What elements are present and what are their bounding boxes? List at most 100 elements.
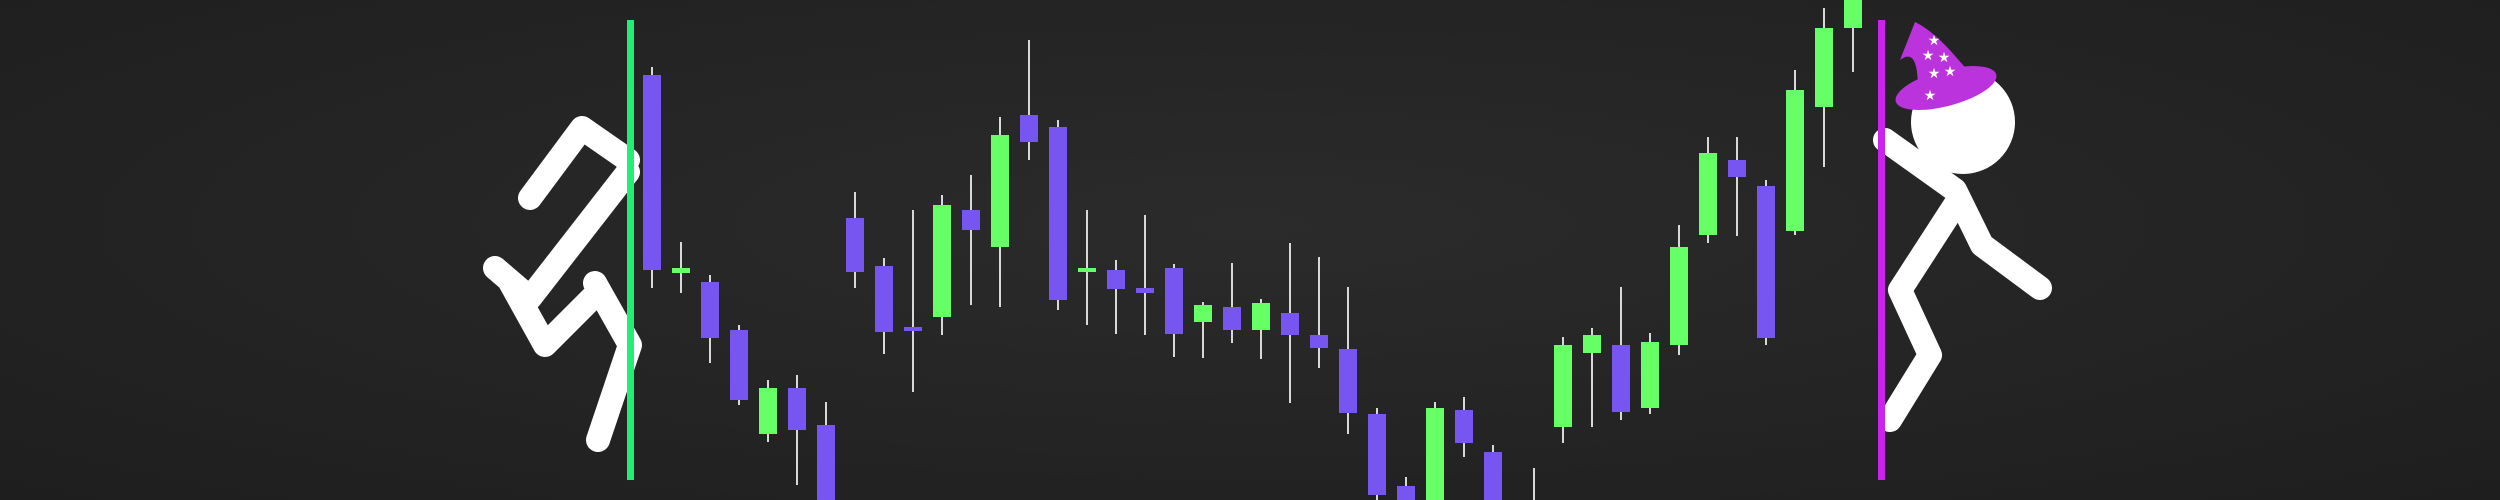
candle xyxy=(817,402,835,500)
candle xyxy=(904,210,922,392)
candle-body-down xyxy=(1757,186,1775,338)
candle xyxy=(759,380,777,442)
candle-body-up xyxy=(1078,268,1096,272)
candle xyxy=(1844,0,1862,72)
candle xyxy=(1281,243,1299,403)
candle xyxy=(1612,287,1630,420)
candle xyxy=(1583,328,1601,427)
candle-body-up xyxy=(1844,0,1862,28)
candle xyxy=(1699,137,1717,243)
candle xyxy=(933,195,951,335)
candle xyxy=(1554,337,1572,443)
right-figure: ★ ★ ★ ★ ★ ★ xyxy=(1873,22,2052,432)
candle xyxy=(672,242,690,293)
candle-body-up xyxy=(1699,153,1717,235)
candle-body-up xyxy=(991,135,1009,247)
right-figure-arm xyxy=(1878,193,1967,432)
candle xyxy=(643,67,661,288)
candle xyxy=(875,258,893,354)
candle-body-up xyxy=(1641,342,1659,408)
candle-body-up xyxy=(933,205,951,317)
candle-body-down xyxy=(1049,127,1067,300)
candle-body-down xyxy=(846,218,864,272)
candle xyxy=(1815,8,1833,167)
candle-body-down xyxy=(1484,452,1502,500)
candle-body-up xyxy=(1194,305,1212,322)
candle-body-up xyxy=(672,268,690,273)
candle-body-up xyxy=(1670,247,1688,345)
candle xyxy=(1339,287,1357,434)
candle xyxy=(1368,408,1386,500)
candle-body-up xyxy=(1554,345,1572,427)
candle-body-up xyxy=(1583,335,1601,353)
candle-body-down xyxy=(1455,410,1473,443)
candle-body-up xyxy=(1786,90,1804,231)
candle-body-down xyxy=(1136,288,1154,293)
candle xyxy=(1049,120,1067,310)
candle xyxy=(788,375,806,485)
candle-body-down xyxy=(701,282,719,338)
hat-star: ★ xyxy=(1922,48,1935,64)
candle xyxy=(1728,137,1746,236)
candle-body-down xyxy=(904,327,922,331)
left-figure xyxy=(483,116,642,452)
candle-body-down xyxy=(643,75,661,270)
candle xyxy=(1786,70,1804,235)
candle xyxy=(1020,40,1038,160)
candle xyxy=(701,275,719,363)
candle xyxy=(1165,264,1183,357)
left-figure-arm-upper xyxy=(518,116,640,210)
candle xyxy=(730,325,748,405)
candle xyxy=(1533,468,1535,500)
candles-group xyxy=(643,0,1862,500)
candle-body-down xyxy=(875,266,893,332)
hat-star: ★ xyxy=(1924,88,1937,104)
candle xyxy=(1426,402,1444,500)
hat-star: ★ xyxy=(1928,66,1941,82)
candle xyxy=(1670,225,1688,355)
candle xyxy=(1078,210,1096,325)
candle xyxy=(1455,397,1473,457)
candle-body-down xyxy=(1281,313,1299,335)
candle-body-down xyxy=(1728,160,1746,177)
hat-star: ★ xyxy=(1928,33,1941,49)
candle-body-up xyxy=(1252,303,1270,330)
candle-body-up xyxy=(759,388,777,434)
candle xyxy=(991,117,1009,307)
candle xyxy=(1641,333,1659,414)
candle-body-down xyxy=(1310,335,1328,348)
candle-body-down xyxy=(730,330,748,400)
candle xyxy=(1252,299,1270,359)
candle-body-down xyxy=(788,388,806,430)
candle-body-up xyxy=(1426,408,1444,500)
candle-body-down xyxy=(1223,307,1241,330)
candle xyxy=(1397,477,1415,500)
wizard-hat-icon: ★ ★ ★ ★ ★ ★ xyxy=(1895,22,1997,110)
candle-body-up xyxy=(1815,28,1833,107)
candle xyxy=(1757,180,1775,345)
left-figure-leg-upper xyxy=(498,270,607,357)
wizard-hat-brim xyxy=(1895,66,1997,110)
left-figure-leg-lower xyxy=(583,271,642,452)
candle-body-down xyxy=(962,210,980,230)
candle xyxy=(846,192,864,288)
candle-body-down xyxy=(1165,268,1183,334)
candle xyxy=(1136,215,1154,335)
hat-star: ★ xyxy=(1944,64,1957,80)
candle-body-down xyxy=(1339,349,1357,413)
candle-body-down xyxy=(1020,115,1038,142)
candle-body-down xyxy=(1107,270,1125,289)
candle xyxy=(1223,263,1241,343)
candle xyxy=(1484,445,1502,500)
candle xyxy=(962,175,980,305)
candle xyxy=(1310,257,1328,368)
candle-body-down xyxy=(817,425,835,500)
candle-body-down xyxy=(1368,414,1386,495)
hat-star: ★ xyxy=(1938,50,1951,66)
candle-body-down xyxy=(1397,486,1415,500)
left-portal xyxy=(627,20,634,480)
candle xyxy=(1107,260,1125,334)
candle-body-down xyxy=(1612,345,1630,412)
